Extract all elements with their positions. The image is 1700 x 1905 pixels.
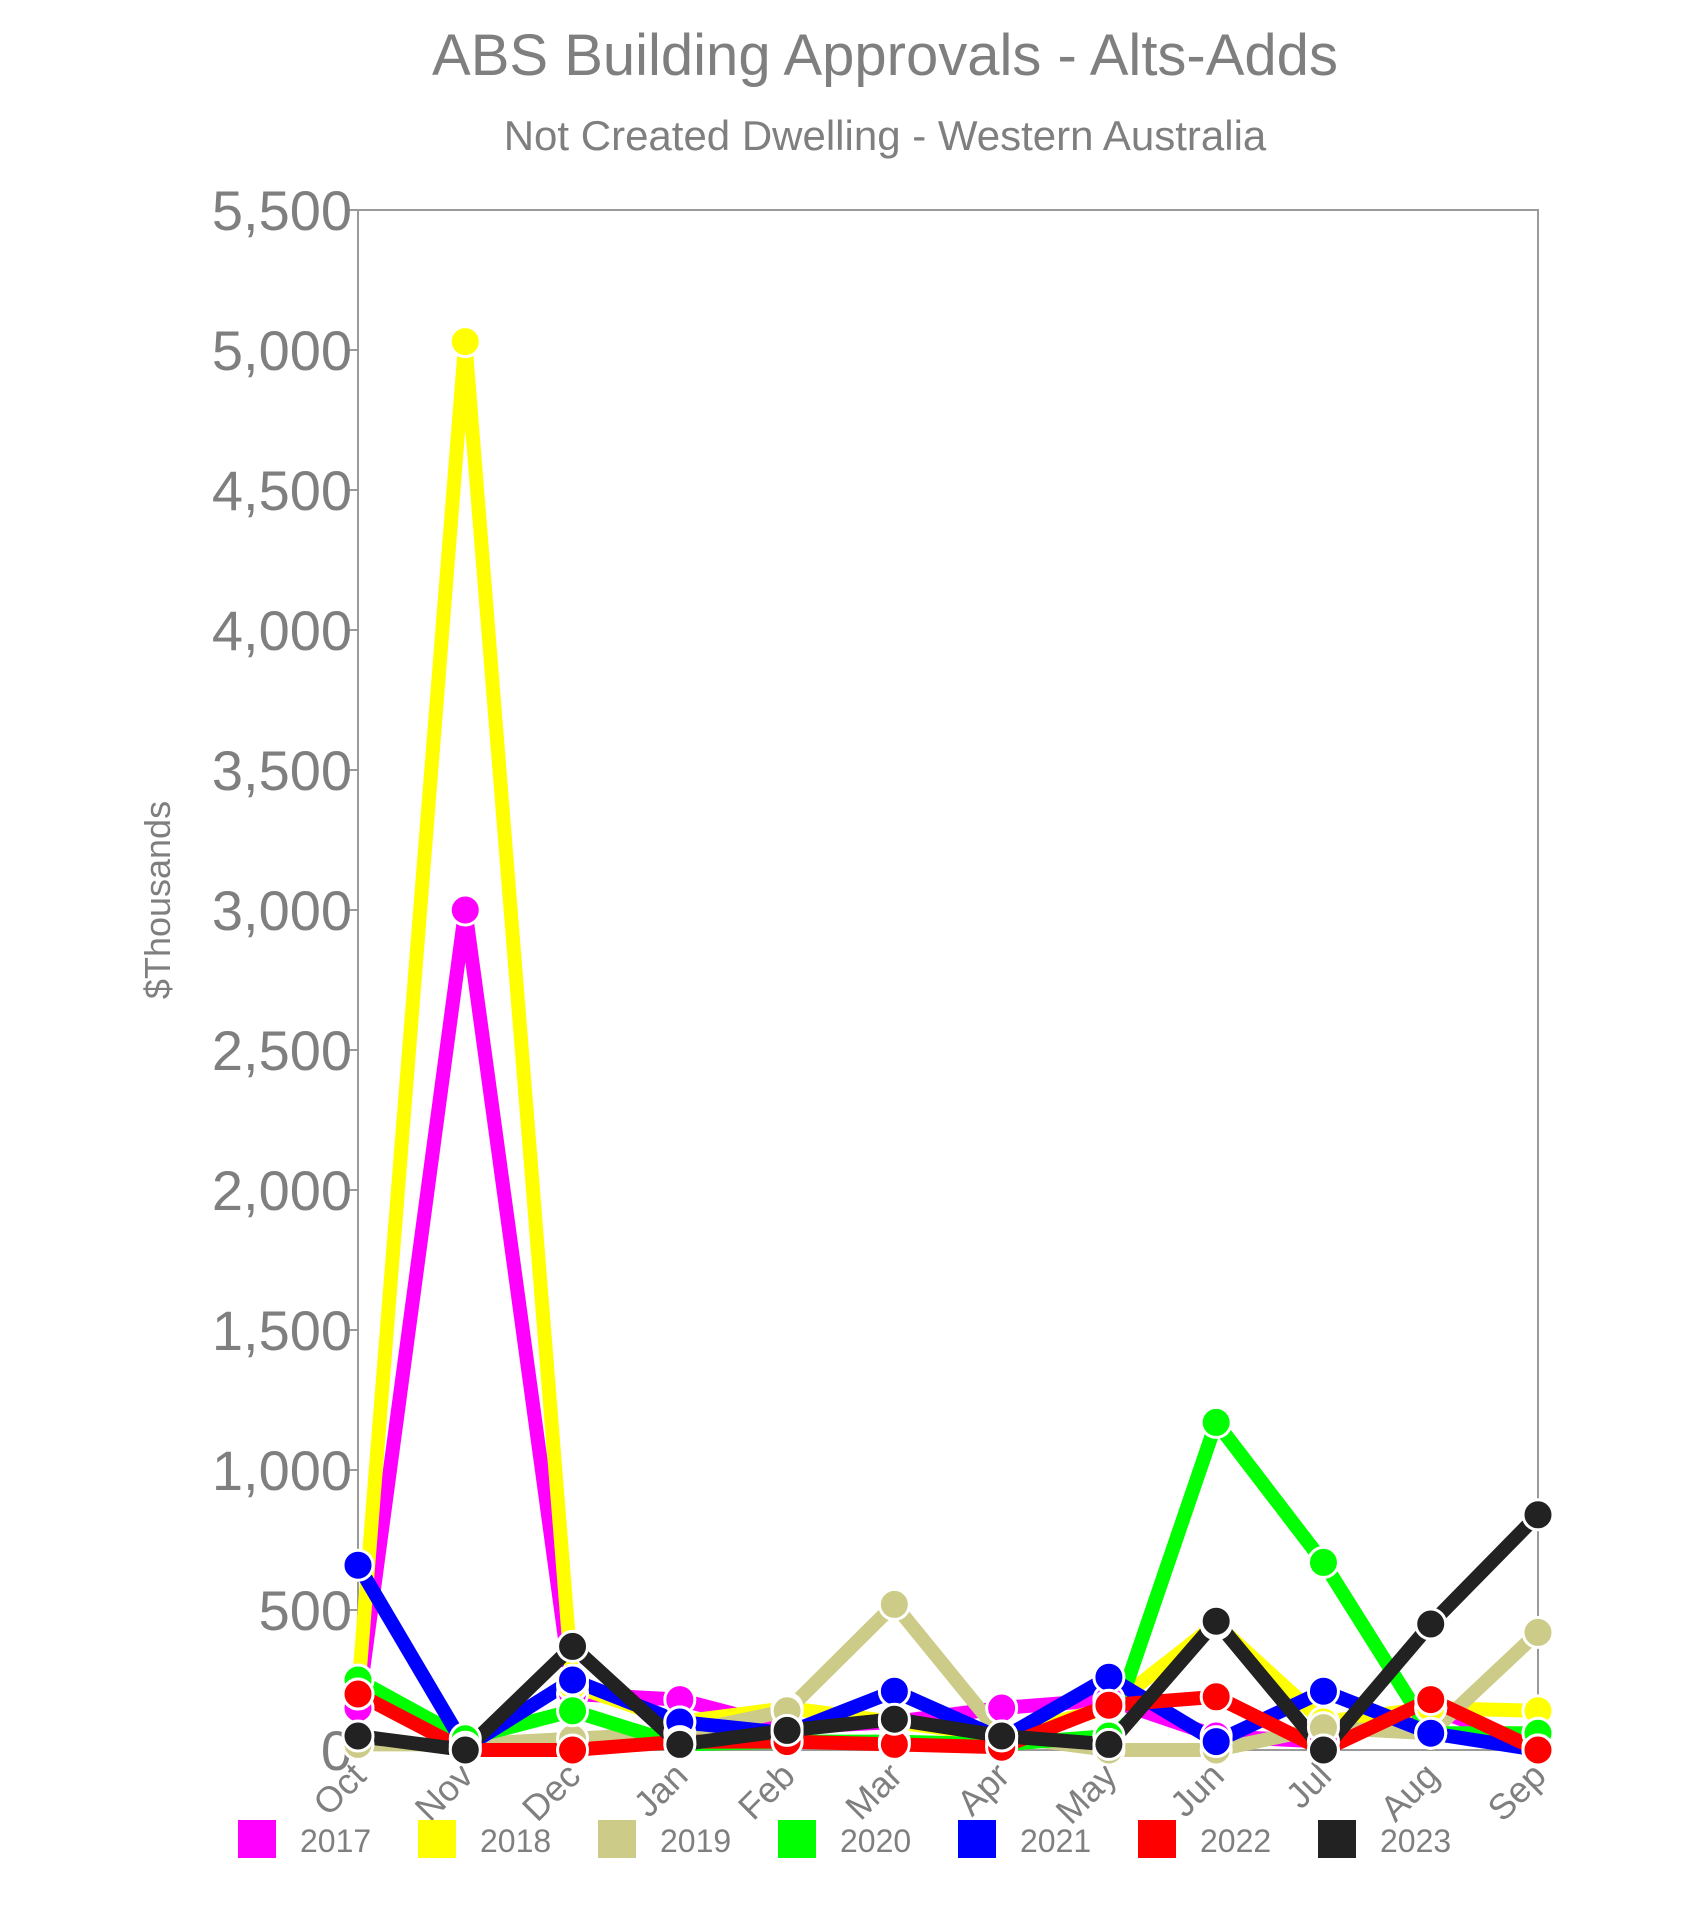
y-tick-label: 1,000 xyxy=(212,1439,352,1502)
x-tick-label: May xyxy=(1047,1755,1124,1832)
data-point-2017 xyxy=(985,1691,1019,1725)
series-line-2018 xyxy=(351,334,1545,1743)
series-line-2022 xyxy=(351,1687,1545,1757)
legend-swatch-2019 xyxy=(598,1820,636,1858)
x-tick-label: Feb xyxy=(730,1755,803,1828)
data-point-2018 xyxy=(448,325,482,359)
series-line-2021 xyxy=(351,1558,1545,1757)
legend-swatch-2018 xyxy=(418,1820,456,1858)
data-point-2022 xyxy=(1521,1733,1555,1767)
x-tick-label: Mar xyxy=(837,1755,910,1828)
series-line-2023 xyxy=(351,1507,1545,1757)
data-point-2023 xyxy=(341,1719,375,1753)
legend-label-2021: 2021 xyxy=(1020,1823,1091,1859)
data-point-2021 xyxy=(1199,1725,1233,1759)
data-point-2023 xyxy=(1414,1607,1448,1641)
series-lines xyxy=(351,334,1545,1757)
x-tick-label: Apr xyxy=(949,1755,1018,1824)
y-tick-label: 3,500 xyxy=(212,739,352,802)
legend-swatch-2020 xyxy=(778,1820,816,1858)
data-point-2021 xyxy=(877,1674,911,1708)
data-point-2022 xyxy=(1414,1683,1448,1717)
plot-frame xyxy=(357,209,1539,1751)
data-point-2020 xyxy=(1306,1545,1340,1579)
legend-swatch-2022 xyxy=(1138,1820,1176,1858)
x-tick-label: Jan xyxy=(625,1755,695,1825)
y-tick-label: 4,000 xyxy=(212,599,352,662)
data-point-2021 xyxy=(1306,1674,1340,1708)
data-point-2021 xyxy=(1414,1716,1448,1750)
series-points xyxy=(341,325,1555,1767)
legend-swatch-2021 xyxy=(958,1820,996,1858)
data-point-2020 xyxy=(1199,1405,1233,1439)
data-point-2023 xyxy=(985,1719,1019,1753)
data-point-2019 xyxy=(877,1587,911,1621)
data-point-2021 xyxy=(556,1663,590,1697)
y-tick-label: 4,500 xyxy=(212,459,352,522)
legend-label-2017: 2017 xyxy=(300,1823,371,1859)
y-tick-label: 5,000 xyxy=(212,319,352,382)
data-point-2022 xyxy=(1199,1680,1233,1714)
y-tick-label: 500 xyxy=(259,1579,352,1642)
legend-label-2023: 2023 xyxy=(1380,1823,1451,1859)
data-point-2023 xyxy=(1306,1733,1340,1767)
legend: 2017 2018 2019 2020 2021 2022 2023 xyxy=(238,1820,1451,1859)
y-tick-label: 2,500 xyxy=(212,1019,352,1082)
y-tick-label: 2,000 xyxy=(212,1159,352,1222)
chart-title: ABS Building Approvals - Alts-Adds xyxy=(432,23,1338,88)
data-point-2023 xyxy=(1199,1604,1233,1638)
data-point-2022 xyxy=(1092,1688,1126,1722)
legend-swatch-2017 xyxy=(238,1820,276,1858)
data-point-2019 xyxy=(1521,1615,1555,1649)
legend-label-2018: 2018 xyxy=(480,1823,551,1859)
data-point-2023 xyxy=(448,1733,482,1767)
data-point-2020 xyxy=(556,1694,590,1728)
chart-subtitle: Not Created Dwelling - Western Australia xyxy=(504,112,1267,159)
y-axis-label: $Thousands xyxy=(137,801,178,999)
data-point-2023 xyxy=(663,1727,697,1761)
data-point-2022 xyxy=(556,1733,590,1767)
legend-swatch-2023 xyxy=(1318,1820,1356,1858)
data-point-2021 xyxy=(341,1548,375,1582)
legend-label-2019: 2019 xyxy=(660,1823,731,1859)
legend-label-2022: 2022 xyxy=(1200,1823,1271,1859)
data-point-2023 xyxy=(877,1702,911,1736)
x-axis-ticks: Oct Nov Dec Jan Feb Mar Apr May Jun Jul Aug Sep xyxy=(305,1755,1554,1832)
y-tick-label: 5,500 xyxy=(212,179,352,242)
legend-label-2020: 2020 xyxy=(840,1823,911,1859)
y-tick-label: 3,000 xyxy=(212,879,352,942)
y-tick-label: 1,500 xyxy=(212,1299,352,1362)
data-point-2017 xyxy=(448,893,482,927)
data-point-2022 xyxy=(341,1677,375,1711)
data-point-2021 xyxy=(1092,1660,1126,1694)
data-point-2023 xyxy=(1092,1727,1126,1761)
x-tick-label: Aug xyxy=(1372,1755,1446,1829)
data-point-2023 xyxy=(556,1629,590,1663)
y-axis-ticks: 05001,0001,5002,0002,5003,0003,5004,0004… xyxy=(212,179,358,1782)
x-tick-label: Oct xyxy=(305,1755,374,1824)
data-point-2023 xyxy=(1521,1498,1555,1532)
data-point-2023 xyxy=(770,1713,804,1747)
